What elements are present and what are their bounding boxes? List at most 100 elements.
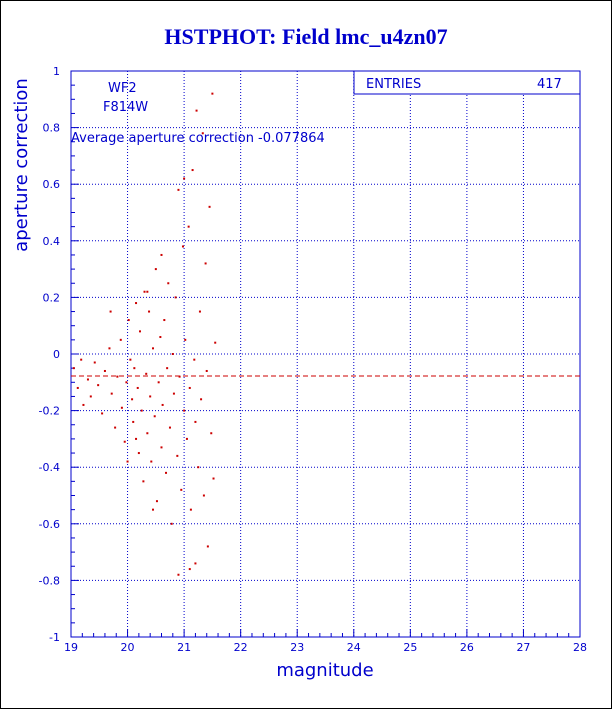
- data-point: [194, 562, 197, 565]
- y-tick-label: 1: [53, 65, 60, 78]
- data-point: [143, 290, 146, 293]
- data-point: [166, 367, 169, 370]
- data-point: [184, 338, 187, 341]
- data-point: [152, 347, 155, 350]
- data-point: [101, 412, 104, 415]
- data-point: [120, 406, 123, 409]
- data-point: [123, 440, 126, 443]
- data-point: [140, 409, 143, 412]
- data-point: [146, 432, 149, 435]
- x-tick-label: 26: [460, 641, 474, 654]
- data-point: [180, 488, 183, 491]
- filter-label: F814W: [103, 100, 148, 115]
- data-point: [89, 395, 92, 398]
- stats-box: ENTRIES 417: [353, 70, 581, 95]
- data-point: [114, 426, 117, 429]
- x-tick-label: 22: [234, 641, 248, 654]
- data-point: [146, 290, 149, 293]
- data-point: [197, 466, 200, 469]
- data-point: [157, 381, 160, 384]
- data-point: [155, 500, 158, 503]
- data-point: [136, 386, 139, 389]
- data-point: [191, 169, 194, 172]
- y-tick-label: 0: [53, 348, 60, 361]
- y-tick-label: 0.6: [43, 178, 61, 191]
- data-point: [137, 452, 140, 455]
- data-point: [150, 460, 153, 463]
- chip-label: WF2: [108, 81, 137, 96]
- y-tick-label: -0.2: [39, 405, 60, 418]
- data-point: [165, 471, 168, 474]
- data-point: [160, 253, 163, 256]
- data-point: [185, 437, 188, 440]
- chart-title: HSTPHOT: Field lmc_u4zn07: [164, 24, 448, 49]
- data-points: [72, 92, 217, 576]
- stats-entries-label: ENTRIES: [366, 77, 421, 92]
- x-tick-label: 20: [121, 641, 135, 654]
- data-point: [183, 409, 186, 412]
- data-point: [103, 369, 106, 372]
- data-point: [193, 358, 196, 361]
- data-point: [181, 245, 184, 248]
- axis-ticks: [70, 70, 581, 638]
- data-point: [163, 319, 166, 322]
- data-point: [177, 188, 180, 191]
- data-point: [97, 384, 100, 387]
- data-point: [138, 330, 141, 333]
- average-correction-note: Average aperture correction -0.077864: [71, 131, 325, 146]
- stats-entries-value: 417: [537, 77, 562, 92]
- data-point: [129, 358, 132, 361]
- data-point: [135, 437, 138, 440]
- data-point: [174, 296, 177, 299]
- data-point: [189, 508, 192, 511]
- data-point: [201, 132, 204, 135]
- grid: [71, 71, 580, 637]
- data-point: [188, 386, 191, 389]
- data-point: [167, 282, 170, 285]
- data-point: [176, 454, 179, 457]
- data-point: [208, 205, 211, 208]
- data-point: [211, 92, 214, 95]
- data-point: [195, 109, 198, 112]
- data-point: [86, 378, 89, 381]
- data-point: [172, 392, 175, 395]
- data-point: [205, 369, 208, 372]
- data-point: [119, 338, 122, 341]
- data-point: [187, 225, 190, 228]
- data-point: [110, 392, 113, 395]
- data-point: [160, 446, 163, 449]
- data-point: [133, 367, 136, 370]
- data-point: [135, 302, 138, 305]
- y-tick-label: 0.2: [43, 291, 61, 304]
- y-tick-label: -0.8: [39, 574, 60, 587]
- y-tick-label: -0.6: [39, 518, 60, 531]
- data-point: [108, 347, 111, 350]
- data-point: [188, 568, 191, 571]
- data-point: [168, 426, 171, 429]
- data-point: [132, 420, 135, 423]
- x-tick-label: 25: [403, 641, 417, 654]
- data-point: [93, 361, 96, 364]
- data-point: [159, 336, 162, 339]
- data-point: [82, 403, 85, 406]
- data-point: [149, 395, 152, 398]
- data-point: [153, 415, 156, 418]
- data-point: [145, 372, 148, 375]
- data-point: [127, 319, 130, 322]
- y-axis-title: aperture correction: [11, 78, 32, 252]
- x-tick-label: 24: [347, 641, 361, 654]
- data-point: [152, 508, 155, 511]
- data-point: [109, 310, 112, 313]
- data-point: [161, 403, 164, 406]
- y-tick-label: -1: [49, 631, 60, 644]
- y-tick-label: -0.4: [39, 461, 60, 474]
- data-point: [214, 341, 217, 344]
- x-tick-label: 19: [64, 641, 78, 654]
- x-tick-label: 28: [573, 641, 587, 654]
- data-point: [148, 310, 151, 313]
- data-point: [125, 381, 128, 384]
- data-point: [183, 177, 186, 180]
- data-point: [210, 432, 213, 435]
- data-point: [194, 420, 197, 423]
